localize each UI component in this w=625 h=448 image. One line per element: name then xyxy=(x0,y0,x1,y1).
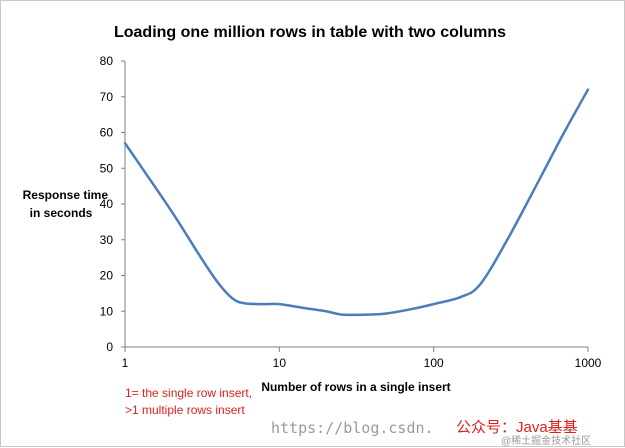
y-ticks: 0 10 20 30 40 50 60 70 80 xyxy=(100,54,125,354)
y-axis-label-line-2: in seconds xyxy=(30,206,93,220)
y-axis-label-line-1: Response time xyxy=(23,188,109,202)
series-line xyxy=(123,88,590,317)
x-tick-label: 100 xyxy=(424,356,444,370)
x-ticks: 1 10 100 1000 xyxy=(122,347,602,370)
y-axis: 0 10 20 30 40 50 60 70 80 xyxy=(100,54,126,354)
annotation: 1= the single row insert, >1 multiple ro… xyxy=(125,386,255,417)
x-tick-label: 1 xyxy=(122,356,129,370)
watermark-account: 公众号：Java基基 xyxy=(456,419,578,436)
x-axis: 1 10 100 1000 xyxy=(122,346,602,370)
watermark: https://blog.csdn. 公众号：Java基基 @稀土掘金技术社区 xyxy=(271,419,591,447)
watermark-community: @稀土掘金技术社区 xyxy=(501,434,591,447)
x-tick-label: 10 xyxy=(273,356,287,370)
y-tick-label: 30 xyxy=(100,233,114,247)
y-tick-label: 80 xyxy=(100,54,114,68)
y-tick-label: 10 xyxy=(100,304,114,318)
chart-title: Loading one million rows in table with t… xyxy=(114,24,506,41)
y-axis-label: Response time in seconds xyxy=(23,188,112,220)
watermark-url: https://blog.csdn. xyxy=(271,419,434,437)
y-tick-label: 0 xyxy=(106,340,113,354)
annotation-line-2: >1 multiple rows insert xyxy=(125,403,245,417)
y-tick-label: 60 xyxy=(100,126,114,140)
y-tick-label: 40 xyxy=(100,197,114,211)
x-tick-label: 1000 xyxy=(575,356,602,370)
x-axis-label: Number of rows in a single insert xyxy=(261,380,450,394)
y-tick-label: 70 xyxy=(100,90,114,104)
y-tick-label: 20 xyxy=(100,269,114,283)
annotation-line-1: 1= the single row insert, xyxy=(125,386,252,400)
y-tick-label: 50 xyxy=(100,161,114,175)
